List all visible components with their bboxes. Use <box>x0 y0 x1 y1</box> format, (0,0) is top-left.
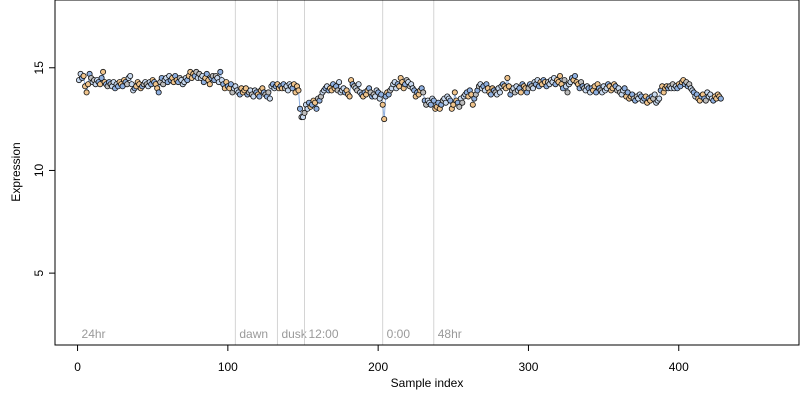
data-point <box>256 93 263 100</box>
data-point <box>381 116 388 123</box>
data-point <box>155 89 162 96</box>
data-point <box>100 68 107 75</box>
phase-label: 12:00 <box>309 327 339 341</box>
data-point <box>379 101 386 108</box>
data-point <box>206 81 213 88</box>
data-points <box>76 68 724 123</box>
data-point <box>346 93 353 100</box>
data-point <box>313 105 320 112</box>
data-point <box>530 85 537 92</box>
data-point <box>496 89 503 96</box>
phase-dividers: 24hr dawn dusk 12:00 0:00 48hr <box>82 0 462 345</box>
data-point <box>83 89 90 96</box>
data-point <box>336 79 343 86</box>
data-point <box>355 81 362 88</box>
x-tick-label: 200 <box>368 360 388 374</box>
data-point <box>127 73 134 80</box>
data-point <box>295 87 302 94</box>
x-axis-title: Sample index <box>391 376 464 390</box>
data-point <box>517 89 524 96</box>
plot-frame <box>54 0 800 346</box>
x-tick-label: 100 <box>218 360 238 374</box>
data-point <box>456 103 463 110</box>
y-tick-label: 15 <box>32 61 46 75</box>
data-point <box>203 70 210 77</box>
data-point <box>561 77 568 84</box>
data-point <box>459 99 466 106</box>
y-axis: 5 10 15 <box>32 61 56 276</box>
data-point <box>265 89 272 96</box>
x-tick-label: 0 <box>74 360 81 374</box>
phase-label: 24hr <box>82 327 106 341</box>
y-tick-label: 10 <box>32 163 46 177</box>
phase-label: dusk <box>281 327 307 341</box>
x-tick-label: 300 <box>518 360 538 374</box>
data-point <box>420 89 427 96</box>
data-point <box>621 85 628 92</box>
data-point <box>564 89 571 96</box>
x-tick-label: 400 <box>669 360 689 374</box>
data-point <box>656 95 663 102</box>
y-axis-title: Expression <box>9 142 23 201</box>
data-point <box>504 75 511 82</box>
y-tick-label: 5 <box>32 269 46 276</box>
data-point <box>572 73 579 80</box>
data-point <box>98 75 105 82</box>
data-point <box>296 105 303 112</box>
data-point <box>451 89 458 96</box>
data-point <box>651 91 658 98</box>
x-axis: 0 100 200 300 400 <box>74 344 689 374</box>
phase-label: 48hr <box>438 327 462 341</box>
data-point <box>301 109 308 116</box>
data-point <box>702 97 709 104</box>
data-point <box>717 95 724 102</box>
data-point <box>447 97 454 104</box>
data-point <box>80 73 87 80</box>
data-point <box>427 101 434 108</box>
data-point <box>266 95 273 102</box>
phase-label: 0:00 <box>387 327 411 341</box>
data-point <box>557 73 564 80</box>
data-point <box>469 101 476 108</box>
phase-label: dawn <box>239 327 268 341</box>
data-point <box>217 68 224 75</box>
